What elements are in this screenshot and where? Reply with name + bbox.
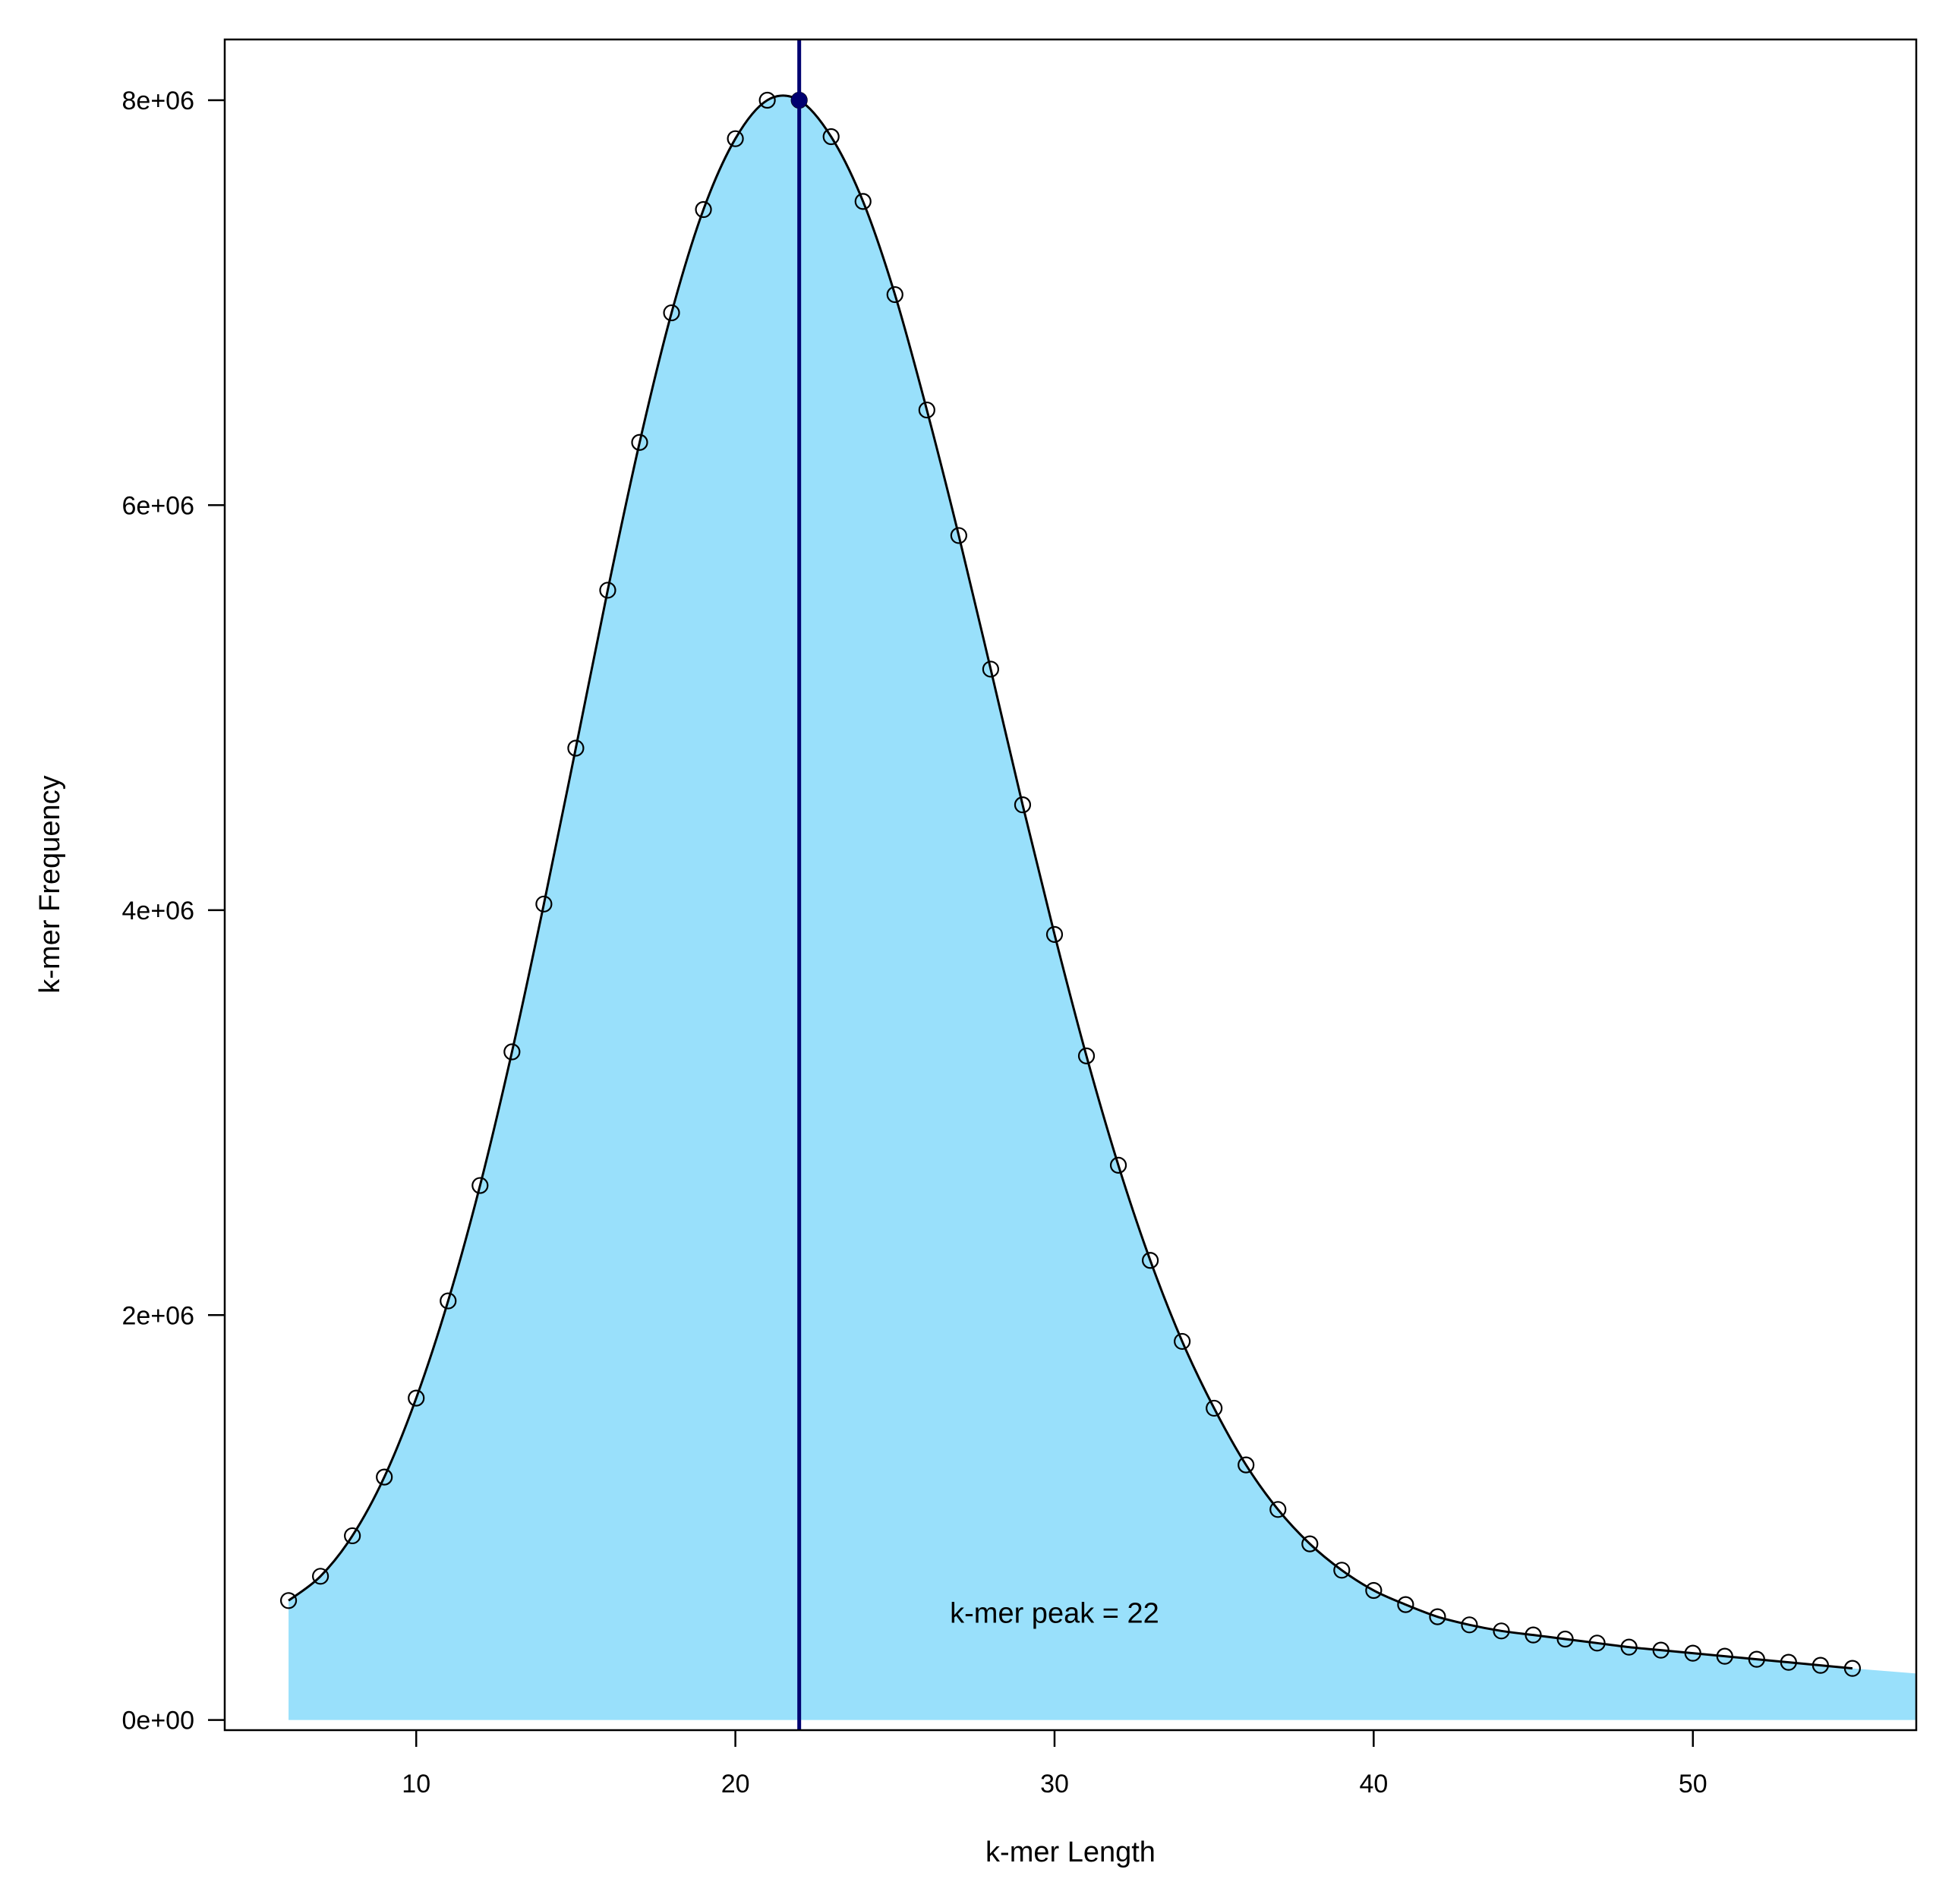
data-point [1301,1535,1319,1553]
plot-frame [223,38,1918,1732]
data-point [727,130,744,147]
data-point [1269,1501,1287,1518]
data-point [312,1568,329,1585]
y-tick-label: 0e+00 [122,1707,195,1735]
y-axis-title: k-mer Frequency [34,775,66,993]
peak-layer [791,39,808,1730]
data-point [440,1292,457,1310]
data-point [1045,925,1064,943]
data-point [1556,1630,1574,1648]
data-point [950,527,967,544]
data-point [631,433,648,451]
area-fill [289,95,1917,1720]
data-point [1206,1399,1223,1417]
data-point [1716,1647,1733,1665]
data-point [886,285,903,304]
y-tick-label: 8e+06 [122,87,195,115]
data-point [918,401,935,419]
data-point [503,1043,521,1061]
data-point [1620,1638,1638,1656]
data-point [599,582,616,599]
data-point [408,1389,425,1407]
y-tick-label: 6e+06 [122,491,195,520]
peak-point [791,92,808,109]
data-point [376,1468,393,1486]
data-point [982,660,1000,678]
axes-layer: 10 20 30 40 50 0e+00 2e+06 4e+06 6e+06 8e+06 [122,87,1707,1798]
frequency-curve [288,94,1853,1670]
data-point [1077,1047,1096,1064]
data-point [1365,1581,1383,1600]
data-point [1333,1562,1351,1579]
data-point [822,128,840,146]
data-point [1748,1650,1765,1668]
data-point [1843,1660,1862,1677]
data-point [1429,1608,1446,1625]
peak-annotation: k-mer peak = 22 [950,1597,1159,1629]
area-fill-layer [289,95,1917,1720]
data-point [1525,1626,1542,1644]
data-point [279,1592,298,1609]
data-point [1238,1456,1255,1474]
data-point [344,1527,361,1545]
data-point [1652,1641,1670,1659]
data-point [1493,1622,1510,1640]
data-point [1461,1616,1478,1634]
data-point [535,895,553,913]
data-point [1109,1156,1127,1174]
data-point [663,304,680,322]
y-tick-label: 4e+06 [122,897,195,925]
y-tick-label: 2e+06 [122,1301,195,1330]
data-point [695,200,712,219]
data-point [1397,1596,1414,1613]
x-axis-title: k-mer Length [985,1836,1156,1868]
data-point [1014,796,1032,814]
data-point [1141,1252,1159,1269]
data-point [1811,1657,1829,1674]
data-point [1174,1332,1191,1351]
data-point [471,1177,489,1194]
x-tick-label: 10 [402,1770,430,1798]
curve-layer [288,94,1853,1670]
x-tick-label: 20 [721,1770,750,1798]
data-point [1684,1644,1701,1662]
data-point [567,739,585,757]
x-tick-label: 30 [1040,1770,1069,1798]
data-point [1780,1653,1797,1671]
data-point [854,193,872,210]
x-tick-label: 50 [1679,1770,1707,1798]
data-point [1588,1634,1606,1652]
data-point [758,91,776,109]
x-tick-label: 40 [1359,1770,1388,1798]
